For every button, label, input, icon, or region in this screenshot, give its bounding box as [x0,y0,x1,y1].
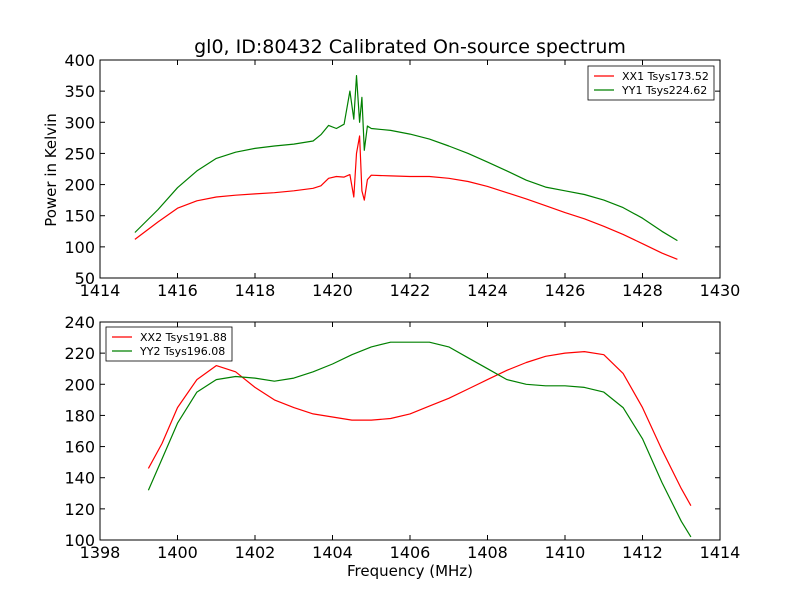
y-tick-label: 200 [64,375,95,394]
x-tick-label: 1426 [545,281,586,300]
y-tick-label: 250 [64,144,95,163]
x-tick-label: 1418 [235,281,276,300]
legend-label: XX2 Tsys191.88 [140,331,227,344]
x-tick-label: 1430 [700,281,741,300]
x-tick-label: 1408 [467,543,508,562]
y-tick-label: 200 [64,176,95,195]
x-tick-label: 1414 [700,543,741,562]
x-tick-label: 1404 [312,543,353,562]
y-tick-label: 180 [64,406,95,425]
x-tick-label: 1410 [545,543,586,562]
x-tick-label: 1422 [390,281,431,300]
x-tick-label: 1414 [80,281,121,300]
series-line-yy2 [147,341,692,538]
y-tick-label: 100 [64,531,95,550]
y-tick-label: 400 [64,51,95,70]
series-line-xx1 [134,135,678,260]
x-tick-label: 1398 [80,543,121,562]
top-panel: 1414 1416 1418 1420 1422 1424 1426 1428 1430 50 10… [64,51,740,300]
y-tick-label: 100 [64,238,95,257]
x-tick-label: 1406 [390,543,431,562]
y-tick-label: 140 [64,469,95,488]
legend-label: YY2 Tsys196.08 [139,345,225,358]
x-tick-label: 1416 [157,281,198,300]
y-tick-label: 120 [64,500,95,519]
y-tick-label: 240 [64,313,95,332]
legend-label: XX1 Tsys173.52 [622,70,709,83]
x-tick-label: 1412 [622,543,663,562]
x-tick-label: 1402 [235,543,276,562]
legend-box [587,65,715,101]
x-tick-label: 1400 [157,543,198,562]
x-tick-label: 1428 [622,281,663,300]
y-tick-label: 160 [64,438,95,457]
y-tick-label: 350 [64,82,95,101]
top-y-axis-label: Power in Kelvin [42,113,60,227]
chart-title: gl0, ID:80432 Calibrated On-source spect… [194,36,626,58]
bottom-panel: 1398 1400 1402 1404 1406 1408 1410 1412 1414 100 1… [64,313,740,562]
x-tick-label: 1420 [312,281,353,300]
y-tick-label: 300 [64,113,95,132]
series-line-xx2 [147,351,692,506]
bottom-x-axis-label: Frequency (MHz) [347,562,473,580]
y-tick-label: 150 [64,207,95,226]
legend-label: YY1 Tsys224.62 [621,84,707,97]
x-tick-label: 1424 [467,281,508,300]
legend-box [105,326,233,362]
y-tick-label: 50 [75,269,95,288]
series-line-yy1 [134,74,678,242]
y-tick-label: 220 [64,344,95,363]
